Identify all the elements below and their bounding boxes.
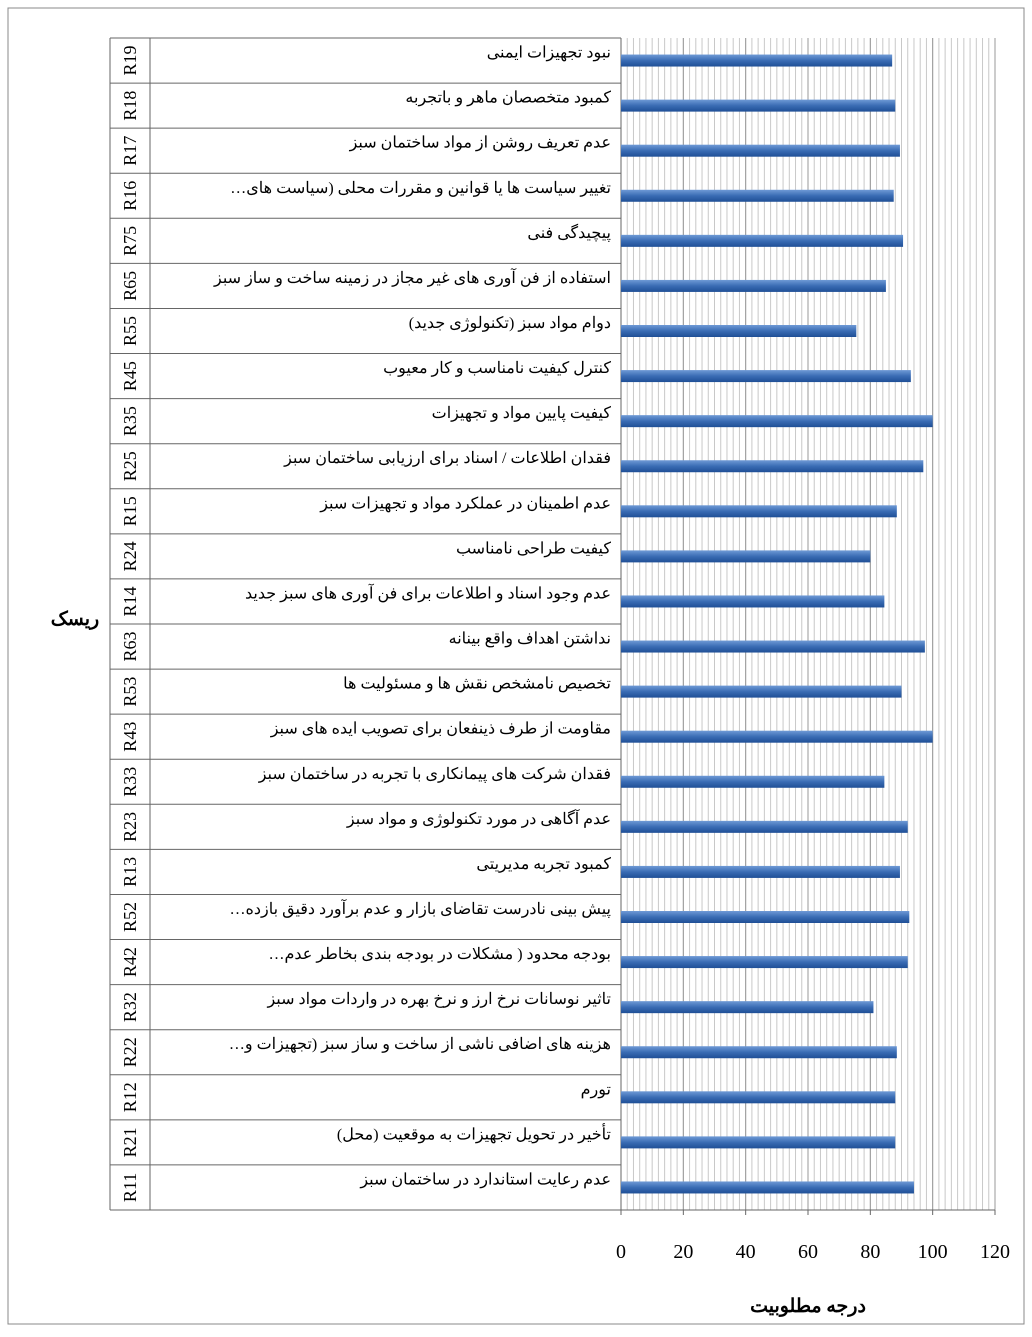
category-code: R33 (120, 767, 140, 797)
category-code: R14 (120, 586, 140, 616)
category-label: کیفیت طراحی نامناسب (456, 540, 611, 557)
bar (621, 460, 924, 473)
category-label: عدم وجود اسناد و اطلاعات برای فن آوری ها… (245, 582, 611, 602)
x-tick-label: 80 (860, 1241, 880, 1263)
category-code: R43 (120, 722, 140, 752)
bar (621, 595, 885, 608)
category-code: R11 (120, 1173, 140, 1202)
bar (621, 505, 897, 518)
bar (621, 1046, 897, 1059)
category-code: R21 (120, 1127, 140, 1157)
category-code: R35 (120, 406, 140, 436)
category-label: هزینه های اضافی ناشی از ساخت و ساز سبز (… (229, 1036, 611, 1053)
bar (621, 370, 911, 383)
category-label: مقاومت از طرف ذینفعان برای تصویب ایده ها… (270, 721, 611, 738)
frame (7, 7, 1025, 1325)
bar (621, 144, 900, 157)
category-code: R23 (120, 812, 140, 842)
category-label: تورم (581, 1081, 611, 1098)
x-tick-label: 20 (673, 1241, 693, 1263)
category-code: R75 (120, 226, 140, 256)
category-label: فقدان شرکت های پیمانکاری با تجربه در ساخ… (258, 766, 611, 783)
bar (621, 189, 894, 202)
category-code: R53 (120, 677, 140, 707)
bar (621, 54, 893, 67)
bar (621, 775, 885, 788)
x-axis-label: درجه مطلوبیت (750, 1296, 866, 1317)
bar (621, 1091, 896, 1104)
bar (621, 865, 900, 878)
category-label: نداشتن اهداف واقع بینانه (449, 631, 611, 648)
bar (621, 325, 857, 337)
category-code: R19 (120, 46, 140, 76)
category-code: R65 (120, 271, 140, 301)
category-code: R52 (120, 902, 140, 932)
x-tick-label: 120 (980, 1241, 1010, 1263)
category-code: R13 (120, 857, 140, 887)
bar (621, 415, 933, 428)
category-code: R24 (120, 541, 140, 571)
bar (621, 685, 902, 698)
x-tick-label: 60 (798, 1241, 818, 1263)
y-axis-label: ریسک (51, 609, 99, 630)
x-tick-label: 40 (736, 1241, 756, 1263)
category-code: R18 (120, 91, 140, 121)
category-code: R15 (120, 496, 140, 526)
category-label: تاثیر نوسانات نرخ ارز و نرخ بهره در وارد… (266, 991, 611, 1008)
category-code: R63 (120, 632, 140, 662)
category-label: عدم اطمینان در عملکرد مواد و تجهیزات سبز (319, 495, 611, 512)
category-label: پیچیدگی فنی (527, 223, 611, 242)
bar (621, 911, 910, 923)
category-label: دوام مواد سبز (تکنولوژی جدید) (409, 315, 611, 332)
category-label: عدم رعایت استاندارد در ساختمان سبز (359, 1171, 611, 1188)
category-label: بودجه محدود ( مشکلات در بودجه بندی بخاطر… (268, 946, 611, 963)
bar (621, 1181, 914, 1194)
category-label: کمبود متخصصان ماهر و باتجربه (405, 90, 611, 107)
bar (621, 279, 886, 292)
category-code: R22 (120, 1037, 140, 1067)
x-tick-label: 0 (616, 1241, 626, 1263)
category-label: کیفیت پایین مواد و تجهیزات (432, 405, 612, 422)
category-code: R16 (120, 181, 140, 211)
category-label: عدم تعریف روشن از مواد ساختمان سبز (349, 135, 611, 152)
category-label: استفاده از فن آوری های غیر مجاز در زمینه… (213, 267, 611, 287)
category-label: کنترل کیفیت نامناسب و کار معیوب (383, 360, 611, 377)
category-label: کمبود تجربه مدیریتی (476, 856, 611, 873)
category-label: نبود تجهیزات ایمنی (487, 45, 611, 62)
bar (621, 956, 908, 969)
bar (621, 730, 933, 743)
x-tick-label: 100 (918, 1241, 948, 1263)
bar (621, 820, 908, 833)
category-label: تغییر سیاست ها یا قوانین و مقررات محلی (… (230, 180, 611, 197)
category-code: R32 (120, 992, 140, 1022)
bar (621, 640, 925, 653)
category-code: R55 (120, 316, 140, 346)
bar (621, 99, 896, 112)
category-code: R17 (120, 136, 140, 166)
category-label: پیش بینی نادرست تقاضای بازار و عدم برآور… (230, 898, 611, 918)
bar (621, 1136, 896, 1149)
category-label: تخصیص نامشخص نقش ها و مسئولیت ها (343, 676, 611, 693)
category-code: R25 (120, 451, 140, 481)
category-label: عدم آگاهی در مورد تکنولوژی و مواد سبز (346, 808, 611, 828)
category-label: فقدان اطلاعات / اسناد برای ارزیابی ساختم… (283, 450, 611, 467)
category-code: R45 (120, 361, 140, 391)
bar (621, 1001, 874, 1014)
category-label: تأخیر در تحویل تجهیزات به موقعیت (محل) (337, 1122, 611, 1143)
bar (621, 234, 904, 247)
category-code: R12 (120, 1082, 140, 1112)
bar (621, 550, 871, 563)
category-code: R42 (120, 947, 140, 977)
